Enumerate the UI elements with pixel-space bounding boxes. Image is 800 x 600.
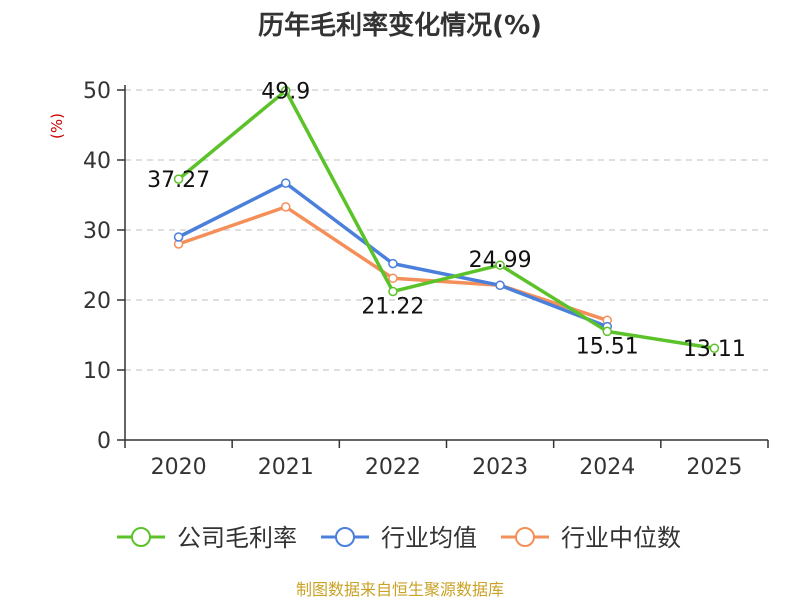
data-point: [173, 174, 184, 184]
data-point: [281, 178, 291, 188]
legend-label: 行业中位数: [561, 524, 681, 552]
data-point: [388, 258, 398, 269]
x-tick-label: 2023: [472, 455, 528, 480]
y-tick-label: 30: [83, 219, 111, 244]
data-point: [388, 286, 398, 297]
y-tick-label: 50: [83, 79, 111, 104]
axes: 0 10 20 30 40 50 2020 2021 2022 2023 2024 2025: [83, 79, 769, 480]
data-point: [495, 280, 505, 291]
chart-title: 历年毛利率变化情况(%): [258, 10, 542, 41]
data-label: 37.27: [147, 168, 210, 193]
data-point: [281, 85, 291, 96]
source-note: 制图数据来自恒生聚源数据库: [296, 580, 504, 599]
legend: 公司毛利率 行业均值 行业中位数: [117, 524, 681, 552]
data-label: 15.51: [576, 334, 639, 359]
grid-lines: [125, 89, 768, 371]
legend-swatch-marker: [335, 527, 355, 547]
data-label: 13.11: [683, 337, 746, 362]
y-tick-label: 40: [83, 149, 111, 174]
data-point: [495, 260, 505, 270]
data-label: 24.99: [469, 248, 532, 273]
data-point: [388, 273, 398, 284]
x-tick-label: 2025: [686, 455, 742, 480]
legend-label: 行业均值: [381, 524, 477, 552]
y-tick-label: 0: [97, 429, 111, 454]
x-tick-label: 2022: [365, 455, 421, 480]
x-tick-label: 2021: [258, 455, 314, 480]
series-lines: [173, 85, 720, 353]
data-point: [173, 232, 184, 242]
legend-label: 公司毛利率: [177, 524, 297, 552]
data-point: [281, 202, 291, 212]
data-label: 49.9: [261, 80, 310, 105]
y-tick-label: 20: [83, 289, 111, 314]
data-labels: 37.27 49.9 21.22 24.99 15.51 13.11: [147, 80, 746, 363]
y-tick-label: 10: [83, 359, 111, 384]
data-label: 21.22: [361, 294, 424, 319]
data-point: [709, 343, 720, 353]
legend-swatch-marker: [131, 527, 151, 547]
data-point: [602, 326, 612, 337]
x-tick-label: 2020: [151, 455, 207, 480]
legend-swatch-marker: [515, 527, 535, 547]
y-axis-label: (%): [48, 113, 66, 139]
series-line-0: [176, 88, 717, 350]
x-tick-label: 2024: [579, 455, 635, 480]
